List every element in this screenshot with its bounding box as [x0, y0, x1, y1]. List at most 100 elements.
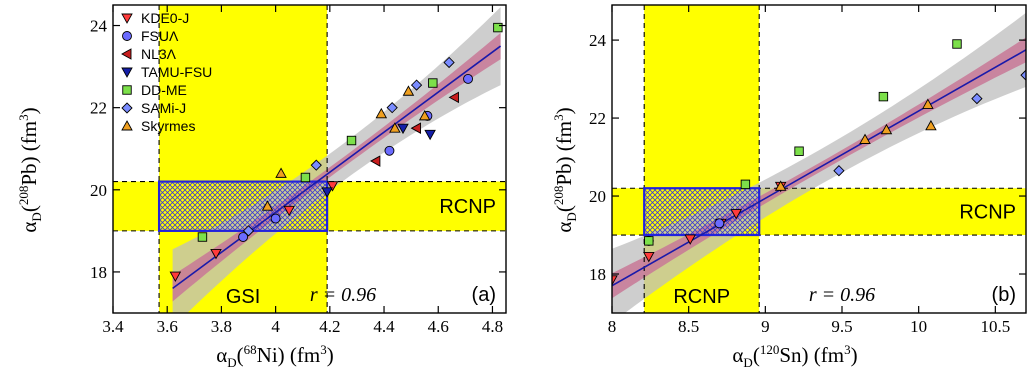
point-kde0-j-2-b	[684, 234, 696, 245]
x-tick-label-0-a: 3.4	[102, 317, 124, 336]
point-dd-me-4-a	[493, 22, 503, 33]
point-skyrmes-1-a	[275, 167, 287, 178]
x-tick-label-4-a: 4.2	[319, 317, 340, 336]
point-skyrmes-3-b	[922, 98, 934, 109]
point-dd-me-3-a	[428, 78, 438, 88]
fit-line-a	[172, 45, 502, 290]
point-sami-j-1-b	[971, 92, 983, 105]
x-axis-label-b: αD(120Sn) (fm3)	[732, 342, 857, 370]
point-sami-j-0-b	[833, 165, 845, 177]
legend-label-dd-me: DD-ME	[141, 82, 187, 98]
legend-marker-sami-j	[121, 102, 133, 114]
y-tick-label-2-b: 22	[589, 109, 606, 128]
point-skyrmes-0-a	[261, 200, 274, 211]
point-kde0-j-1-a	[210, 249, 222, 260]
point-dd-me-2-b	[794, 146, 804, 156]
panel-tag-b: (b)	[992, 284, 1016, 306]
legend-label-nl3: NL3Λ	[141, 46, 177, 62]
point-skyrmes-0-b	[774, 180, 787, 191]
hband-label-a: RCNP	[439, 196, 496, 218]
point-skyrmes-2-a	[375, 107, 388, 119]
point-sami-j-4-a	[443, 56, 455, 69]
point-dd-me-1-b	[740, 179, 751, 190]
y-tick-label-1-a: 20	[90, 181, 107, 200]
plot-content-b: RCNP RCNP r = 0.96 (b)	[612, 5, 1026, 313]
x-tick-label-3-b: 9.5	[831, 317, 852, 336]
plot-area-b: RCNP RCNP r = 0.96 (b) 8 8.5 9 9.5 10 10.5 18 20 22 2…	[589, 4, 1027, 336]
x-tick-label-2-b: 9	[761, 317, 770, 336]
legend-marker-fsu	[122, 31, 132, 41]
point-skyrmes-4-a	[402, 85, 415, 96]
x-tick-label-5-b: 10.5	[980, 317, 1010, 336]
point-tamu-fsu-0-a	[321, 187, 333, 198]
x-tick-label-1-a: 3.6	[157, 317, 178, 336]
x-tick-label-0-b: 8	[608, 317, 617, 336]
x-axis-label-a: αD(68Ni) (fm3)	[216, 342, 333, 370]
point-kde0-j-0-a	[169, 271, 182, 282]
legend-label-skyrmes: Skyrmes	[141, 118, 195, 134]
point-skyrmes-5-a	[418, 109, 431, 121]
point-fsu-1-b	[714, 218, 725, 229]
vband-label-a: GSI	[226, 286, 260, 308]
point-kde0-j-4-b	[730, 209, 742, 220]
vband-label-b: RCNP	[673, 286, 730, 308]
point-dd-me-0-b	[644, 236, 654, 246]
y-tick-label-0-b: 18	[589, 265, 606, 284]
legend-label-sami-j: SAMi-J	[141, 100, 186, 116]
y-axis-label-a: αD(208Pb) (fm3)	[16, 107, 44, 232]
legend-label-fsu: FSUΛ	[141, 28, 179, 44]
x-tick-label-4-b: 10	[910, 317, 927, 336]
point-sami-j-2-a	[386, 102, 398, 114]
legend-marker-skyrmes	[121, 120, 133, 131]
point-dd-me-4-b	[952, 39, 962, 49]
point-skyrmes-4-b	[925, 119, 937, 131]
point-fsu-1-a	[270, 213, 281, 224]
point-fsu-0-a	[238, 232, 249, 242]
point-fsu-4-a	[463, 73, 474, 84]
legend-marker-dd-me	[122, 85, 132, 95]
legend-label-tamu-fsu: TAMU-FSU	[141, 64, 212, 80]
point-sami-j-2-b	[1020, 69, 1026, 81]
point-kde0-j-0-b	[612, 275, 618, 286]
y-tick-label-2-a: 22	[90, 99, 107, 118]
point-kde0-j-2-a	[283, 205, 295, 217]
overlap-box-a	[157, 180, 329, 232]
y-tick-label-0-a: 18	[90, 263, 107, 282]
panel-tag-a: (a)	[472, 284, 496, 306]
point-skyrmes-3-a	[389, 122, 401, 133]
legend-marker-kde0-j	[121, 13, 133, 24]
x-tick-label-2-a: 3.8	[211, 317, 232, 336]
point-fsu-2-a	[384, 145, 395, 156]
x-tick-label-7-a: 4.8	[482, 317, 503, 336]
prediction-band-b	[612, 12, 1026, 313]
point-tamu-fsu-1-a	[397, 123, 409, 135]
x-tick-label-3-a: 4	[271, 317, 280, 336]
legend-a: KDE0-J FSUΛ NL3Λ TAMU-FSU DD-ME SAMi-J Skyrmes	[121, 10, 212, 134]
fit-line-b	[612, 49, 1026, 287]
point-dd-me-3-b	[878, 91, 889, 102]
x-tick-label-1-b: 8.5	[678, 317, 699, 336]
point-sami-j-0-a	[242, 225, 255, 237]
x-tick-label-5-a: 4.4	[373, 317, 395, 336]
point-tamu-fsu-2-a	[424, 129, 436, 141]
correlation-label-b: r = 0.96	[809, 284, 875, 306]
hband-label-b: RCNP	[959, 202, 1016, 224]
panel-b: RCNP RCNP r = 0.96 (b) 8 8.5 9 9.5 10 10.5 18 20 22 2…	[551, 4, 1027, 370]
point-sami-j-1-a	[310, 159, 322, 171]
y-tick-label-3-b: 24	[589, 31, 607, 50]
correlation-label-a: r = 0.96	[310, 284, 376, 306]
legend-label-kde0-j: KDE0-J	[141, 10, 189, 26]
point-dd-me-2-a	[346, 135, 357, 146]
axes-frame-b	[611, 4, 1027, 314]
panel-a: RCNP GSI r = 0.96 (a) 3.4 3.6 3.8 4 4.2 4.4 4.6 4.8…	[16, 4, 507, 370]
point-nl3-0-a	[369, 155, 381, 167]
point-dd-me-0-a	[197, 232, 208, 242]
y-tick-label-1-b: 20	[589, 187, 606, 206]
axes-frame-a	[112, 4, 507, 314]
point-nl3-1-a	[410, 122, 422, 134]
plot-content-a: RCNP GSI r = 0.96 (a)	[113, 5, 506, 313]
point-skyrmes-1-b	[859, 133, 871, 144]
point-skyrmes-2-b	[880, 123, 893, 135]
legend-marker-tamu-fsu	[121, 67, 133, 78]
